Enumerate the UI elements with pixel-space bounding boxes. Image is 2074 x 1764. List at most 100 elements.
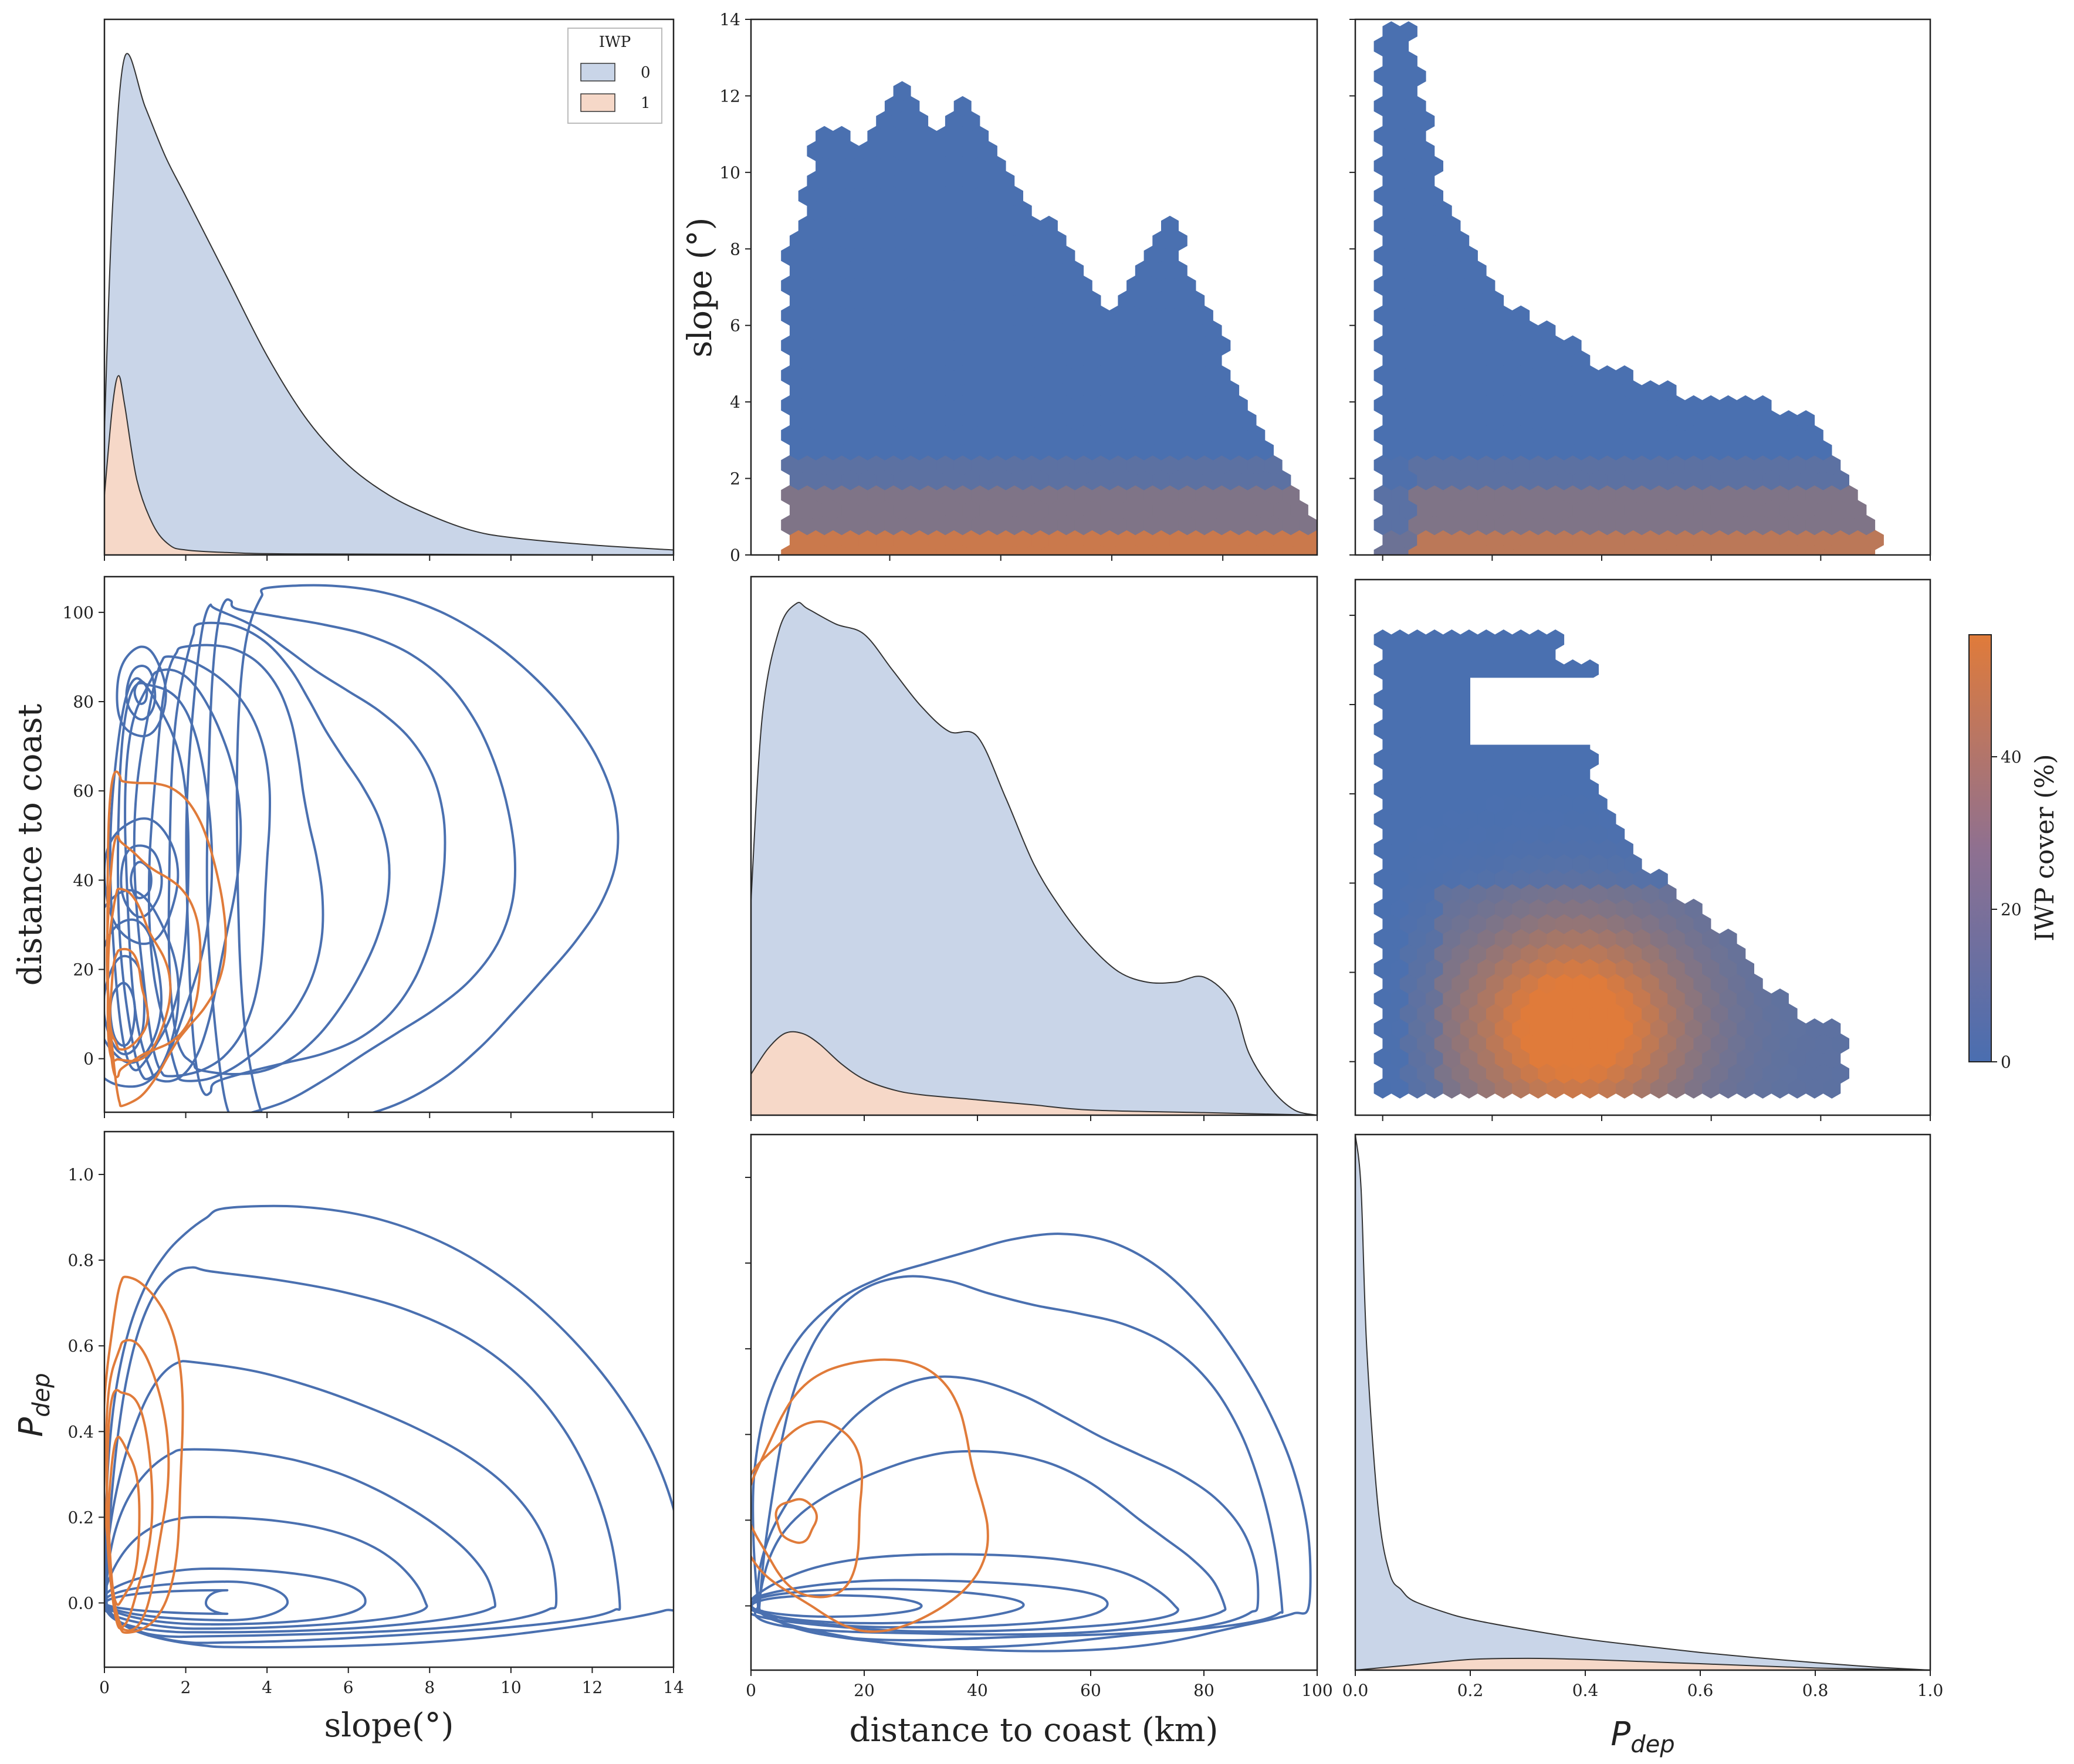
hexbin-cell	[1373, 809, 1392, 829]
hexbin-cell	[1399, 290, 1417, 311]
y-tick-label: 0.4	[67, 1422, 94, 1441]
hexbin-cell	[1057, 365, 1075, 386]
hexbin-cell	[1737, 514, 1754, 536]
hexbin-cell	[1178, 514, 1196, 536]
hexbin-cell	[1161, 425, 1179, 446]
hexbin-cell	[1408, 96, 1426, 117]
hexbin-cell	[1161, 245, 1179, 266]
hexbin-cell	[816, 514, 834, 536]
hexbin-cell	[1814, 470, 1832, 490]
hexbin-cell	[1434, 1033, 1452, 1054]
hexbin-cell	[1391, 749, 1409, 770]
hexbin-cell	[1040, 514, 1058, 536]
hexbin-cell	[1633, 929, 1651, 949]
kde-contour-iwp-0	[109, 677, 190, 1072]
hexbin-cell	[1693, 410, 1711, 431]
hexbin-cell	[816, 395, 834, 416]
hexbin-cell	[1391, 809, 1409, 829]
hexbin-cell	[1460, 245, 1478, 266]
hexbin-cell	[971, 305, 989, 326]
hexbin-cell	[1771, 1018, 1789, 1039]
hexbin-cell	[1443, 719, 1461, 740]
hexbin-cell	[1373, 1048, 1392, 1069]
hexbin-cell	[1469, 500, 1487, 520]
hexbin-cell	[1391, 899, 1409, 919]
hexbin-cell	[1426, 929, 1443, 949]
hexbin-cell	[1581, 929, 1599, 949]
hexbin-cell	[1589, 1003, 1608, 1024]
hexbin-cell	[1100, 500, 1118, 520]
hexbin-cell	[1152, 320, 1170, 341]
hexbin-cell	[1745, 530, 1763, 550]
hexbin-cell	[1555, 764, 1573, 785]
hexbin-cell	[1417, 854, 1435, 875]
hexbin-cell	[824, 350, 842, 371]
hexbin-cell	[1598, 425, 1616, 446]
hexbin-cell	[1126, 275, 1145, 296]
hexbin-cell	[1460, 659, 1478, 680]
hexbin-cell	[1564, 395, 1582, 416]
hexbin-cell	[902, 275, 920, 296]
hexbin-cell	[1399, 794, 1417, 815]
hexbin-cell	[816, 305, 834, 326]
hexbin-cell	[1460, 395, 1478, 416]
hexbin-cell	[1676, 1033, 1694, 1054]
hexbin-cell	[1443, 659, 1461, 680]
hexbin-cell	[1547, 365, 1565, 386]
hexbin-cell	[1667, 455, 1686, 476]
hexbin-cell	[1650, 485, 1668, 506]
hexbin-cell	[1408, 1078, 1426, 1099]
hexbin-cell	[1143, 305, 1162, 326]
hexbin-cell	[911, 410, 929, 431]
hexbin-cell	[1373, 1018, 1392, 1039]
y-axis-label-slope: slope (°)	[681, 218, 719, 358]
hexbin-cell	[1659, 470, 1677, 490]
hexbin-cell	[807, 470, 825, 490]
hexbin-cell	[1771, 425, 1789, 446]
hexbin-cell	[1477, 485, 1496, 506]
hexbin-cell	[1391, 929, 1409, 949]
hexbin-cell	[1797, 470, 1815, 490]
hexbin-cell	[1074, 335, 1092, 356]
hexbin-cell	[979, 320, 997, 341]
x-tick-label: 10	[500, 1678, 522, 1697]
hexbin-cell	[1719, 1018, 1737, 1039]
hexbin-cell	[979, 410, 997, 431]
hexbin-cell	[1399, 111, 1417, 131]
hexbin-cell	[1373, 929, 1392, 949]
hexbin-cell	[1460, 749, 1478, 770]
hexbin-cell	[1152, 410, 1170, 431]
hexbin-cell	[1503, 320, 1521, 341]
hexbin-cell	[850, 395, 868, 416]
hexbin-cell	[1014, 410, 1032, 431]
hexbin-cell	[1667, 1018, 1686, 1039]
hexbin-cell	[936, 514, 955, 536]
hexbin-cell	[1779, 410, 1798, 431]
hexbin-cell	[1452, 470, 1470, 490]
hexbin-cell	[1426, 869, 1443, 889]
hexbin-cell	[1417, 141, 1435, 161]
hexbin-cell	[1460, 839, 1478, 859]
hexbin-cell	[858, 530, 877, 550]
hexbin-cell	[1031, 530, 1050, 550]
hexbin-cell	[1417, 260, 1435, 281]
hexbin-cell	[1494, 959, 1513, 979]
hexbin-cell	[1408, 275, 1426, 296]
hexbin-cell	[1779, 1003, 1798, 1024]
hexbin-cell	[1538, 913, 1556, 935]
pdep-base: P	[12, 1417, 50, 1437]
hexbin-cell	[1754, 1078, 1772, 1099]
panel-pdep-distance-contours: 0 20 40 60 80 100 distance to coast (km)	[745, 1133, 1333, 1749]
hexbin-cell	[1074, 514, 1092, 536]
hexbin-cell	[1460, 779, 1478, 800]
hexbin-cell	[1014, 500, 1032, 520]
hexbin-cell	[1512, 988, 1530, 1009]
hexbin-cell	[1066, 470, 1084, 490]
hexbin-cell	[1443, 305, 1461, 326]
hexbin-cell	[1273, 470, 1291, 490]
x-tick-label: 100	[1301, 1681, 1332, 1700]
x-tick-label: 0	[746, 1681, 756, 1700]
kde-contour-iwp-0	[751, 1594, 923, 1618]
hexbin-cell	[1031, 260, 1050, 281]
